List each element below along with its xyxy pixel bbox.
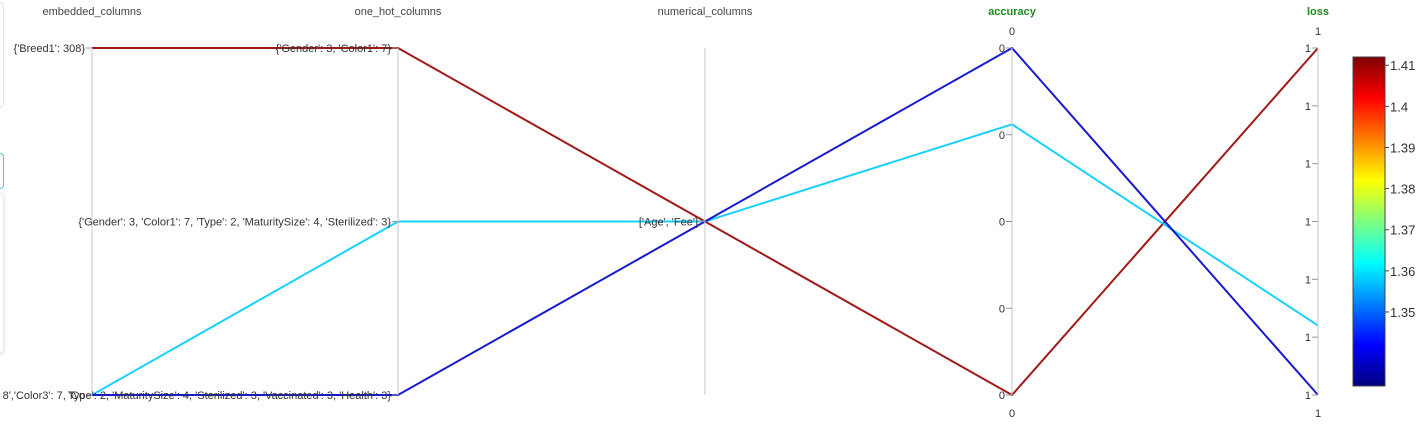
- tick-label-loss: 1: [1305, 217, 1311, 229]
- colorbar-tick-label: 1.39: [1390, 140, 1415, 155]
- colorbar-tick-label: 1.41: [1390, 58, 1415, 73]
- colorbar-tick-label: 1.36: [1390, 264, 1415, 279]
- tick-label-loss: 1: [1305, 159, 1311, 171]
- axes: embedded_columns {'Breed1': 308} 8','Color…: [3, 6, 1329, 420]
- tick-label-accuracy: 0: [999, 390, 1005, 402]
- colorbar-tick-label: 1.37: [1390, 223, 1415, 238]
- tick-label-embedded_columns: 8','Color3': 7, 'Co: [3, 390, 85, 402]
- tick-label-accuracy: 0: [999, 217, 1005, 229]
- tick-label-accuracy: 0: [999, 130, 1005, 142]
- tick-label-loss: 1: [1305, 43, 1311, 55]
- axis-top-label-loss: 1: [1315, 26, 1321, 38]
- tick-label-loss: 1: [1305, 390, 1311, 402]
- colorbar-tick-label: 1.38: [1390, 182, 1415, 197]
- tick-label-one_hot_columns: {'Gender': 3, 'Color1': 7}: [276, 43, 392, 55]
- axis-bottom-label-accuracy: 0: [1009, 408, 1015, 420]
- axis-title-one_hot_columns[interactable]: one_hot_columns: [355, 6, 442, 18]
- colorbar-tick-label: 1.4: [1390, 99, 1408, 114]
- tick-label-accuracy: 0: [999, 303, 1005, 315]
- axis-title-embedded_columns[interactable]: embedded_columns: [42, 6, 142, 18]
- dropdown-fragment: [0, 193, 3, 353]
- tick-label-loss: 1: [1305, 332, 1311, 344]
- tick-label-numerical_columns: ['Age', 'Fee']: [639, 217, 698, 229]
- tick-label-accuracy: 0: [999, 43, 1005, 55]
- colorbar-tick-label: 1.35: [1390, 305, 1415, 320]
- axis-title-numerical_columns[interactable]: numerical_columns: [658, 6, 753, 18]
- tick-label-embedded_columns: {'Breed1': 308}: [14, 43, 86, 55]
- colorbar-gradient: [1352, 56, 1386, 387]
- tick-label-one_hot_columns: Type': 2, 'MaturitySize': 4, 'Sterilized…: [68, 390, 392, 402]
- tick-label-loss: 1: [1305, 274, 1311, 286]
- colorbar: 1.35 1.36 1.37 1.38 1.39 1.4 1.41: [1352, 56, 1415, 387]
- tick-label-loss: 1: [1305, 101, 1311, 113]
- axis-title-loss[interactable]: loss: [1307, 6, 1329, 18]
- axis-bottom-label-loss: 1: [1315, 408, 1321, 420]
- axis-title-accuracy[interactable]: accuracy: [988, 6, 1037, 18]
- axis-top-label-accuracy: 0: [1009, 26, 1015, 38]
- tick-label-one_hot_columns: {'Gender': 3, 'Color1': 7, 'Type': 2, 'M…: [78, 217, 391, 229]
